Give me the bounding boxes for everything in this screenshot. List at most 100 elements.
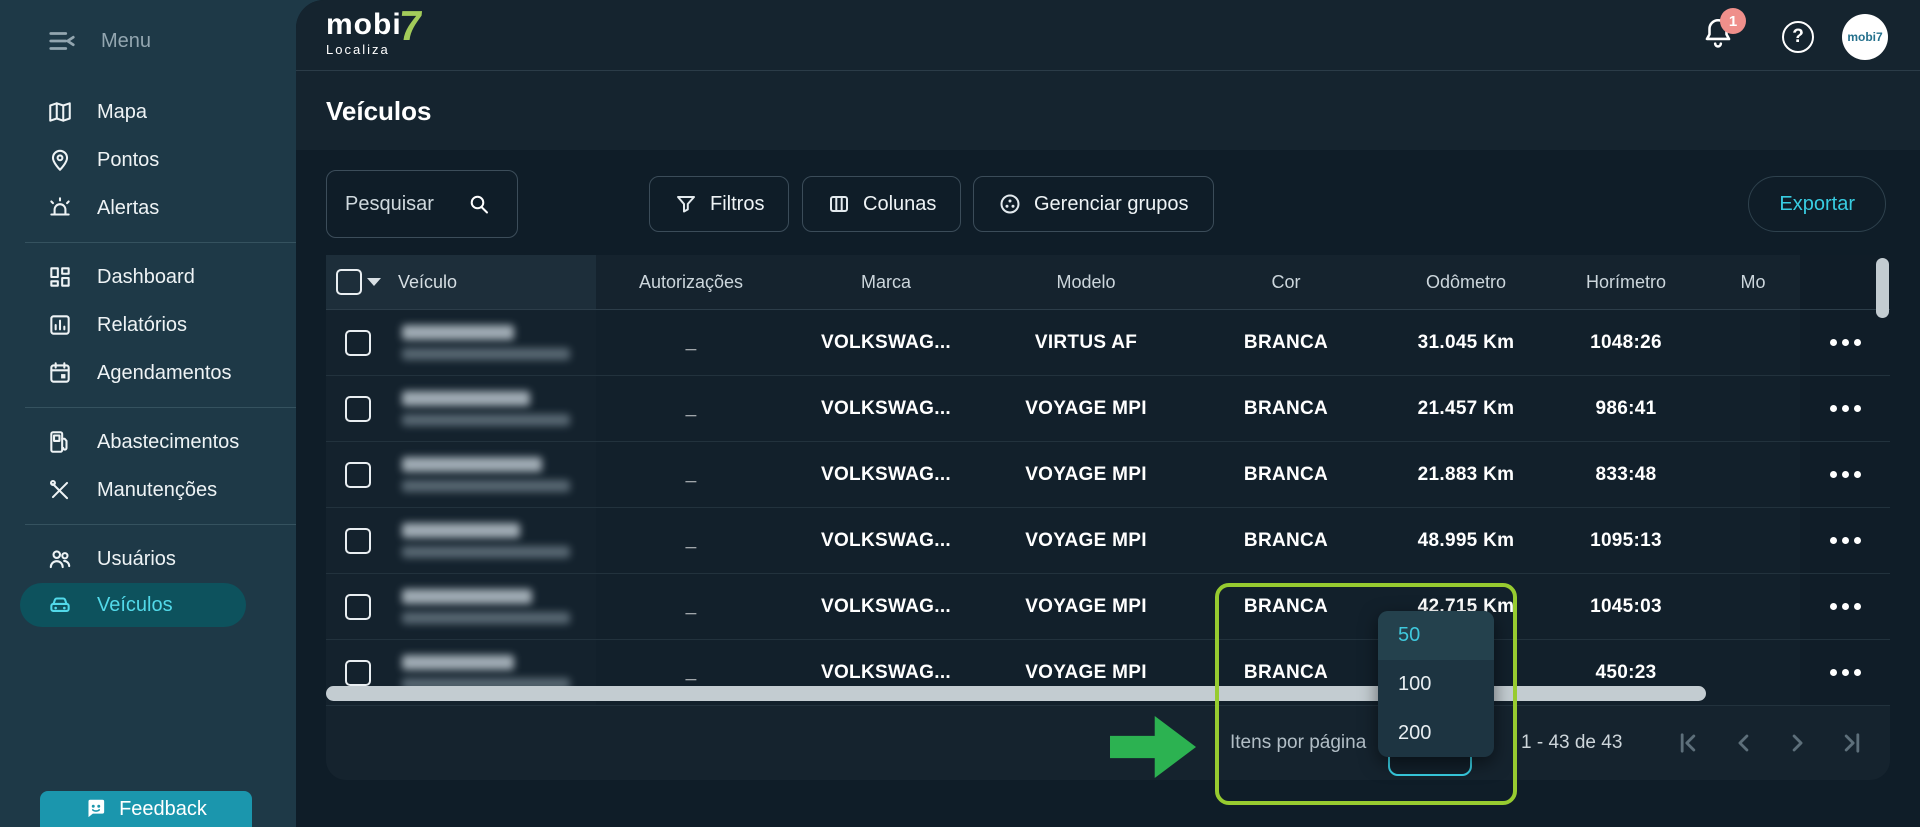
hourmeter-cell: 450:23 [1595, 661, 1657, 683]
hourmeter-cell: 1095:13 [1590, 529, 1662, 551]
column-header-truncated[interactable]: Mo [1740, 271, 1766, 292]
actions-cell [1800, 574, 1890, 639]
last-page-button[interactable] [1838, 729, 1866, 757]
horizontal-scrollbar[interactable] [326, 686, 1706, 701]
row-checkbox[interactable] [345, 329, 371, 356]
vehicle-cell[interactable] [390, 574, 596, 639]
table-footer: Itens por página 1 - 43 de 43 [326, 706, 1890, 780]
export-button[interactable]: Exportar [1748, 176, 1886, 232]
color-cell: BRANCA [1243, 331, 1329, 353]
feedback-button[interactable]: Feedback [40, 791, 252, 827]
items-per-page-option-100[interactable]: 100 [1398, 673, 1432, 695]
table-row: _ VOLKSWAG... VOYAGE MPI BRANCA 42.715 Km 104… [326, 574, 1890, 640]
model-cell: VOYAGE MPI [1025, 463, 1147, 485]
sidebar-item-pontos[interactable]: Pontos [0, 136, 296, 184]
logo-text: mobi [326, 8, 402, 41]
authorizations-cell: _ [685, 661, 697, 683]
row-checkbox[interactable] [345, 395, 371, 422]
sidebar-item-manutencoes[interactable]: Manutenções [0, 466, 296, 514]
vertical-scrollbar[interactable] [1876, 258, 1889, 318]
hourmeter-cell: 1045:03 [1590, 595, 1662, 617]
hourmeter-cell: 986:41 [1595, 397, 1657, 419]
user-avatar[interactable]: mobi7 [1842, 14, 1888, 60]
car-icon [47, 592, 73, 618]
sidebar-item-label: Dashboard [97, 265, 195, 288]
row-checkbox-cell [326, 310, 390, 375]
column-header-brand[interactable]: Marca [860, 271, 911, 292]
sidebar-item-dashboard[interactable]: Dashboard [0, 253, 296, 301]
model-cell: VOYAGE MPI [1025, 397, 1147, 419]
row-actions-button[interactable] [1829, 471, 1861, 478]
chevron-left-icon [1738, 734, 1749, 752]
row-actions-button[interactable] [1829, 537, 1861, 544]
items-per-page-option-200[interactable]: 200 [1398, 722, 1432, 744]
smiley-icon [85, 798, 107, 820]
actions-cell [1800, 376, 1890, 441]
column-header-vehicle[interactable]: Veículo [390, 255, 596, 309]
manage-groups-button[interactable]: Gerenciar grupos [973, 176, 1214, 232]
table-header-row: Veículo Autorizações Marca Modelo Cor Od… [326, 255, 1890, 310]
row-actions-button[interactable] [1829, 603, 1861, 610]
alert-icon [47, 195, 73, 221]
color-cell: BRANCA [1243, 463, 1329, 485]
sidebar-item-abastecimentos[interactable]: Abastecimentos [0, 418, 296, 466]
color-cell: BRANCA [1243, 661, 1329, 683]
authorizations-cell: _ [685, 529, 697, 551]
sidebar-item-relatorios[interactable]: Relatórios [0, 301, 296, 349]
row-checkbox[interactable] [345, 593, 371, 620]
column-header-hourmeter[interactable]: Horímetro [1585, 271, 1666, 292]
sidebar-item-alertas[interactable]: Alertas [0, 184, 296, 232]
first-page-button[interactable] [1674, 729, 1702, 757]
report-icon [47, 312, 73, 338]
items-per-page-dropdown: 50 100 200 [1378, 611, 1494, 757]
menu-toggle[interactable]: Menu [0, 0, 296, 60]
notifications-button[interactable]: 1 [1701, 8, 1746, 56]
row-actions-button[interactable] [1829, 405, 1861, 412]
sidebar-item-agendamentos[interactable]: Agendamentos [0, 349, 296, 397]
row-checkbox[interactable] [345, 527, 371, 554]
columns-icon [827, 192, 851, 216]
row-checkbox-cell [326, 574, 390, 639]
sidebar-divider [25, 407, 296, 408]
help-button[interactable]: ? [1782, 21, 1814, 53]
vehicle-cell[interactable] [390, 508, 596, 573]
main-content: mobi7 Localiza 1 ? mobi7 Veículos Filtro… [296, 0, 1920, 827]
avatar-label: mobi7 [1847, 30, 1883, 44]
sidebar: Menu Mapa Pontos Alertas Dashboard Relatório… [0, 0, 296, 827]
vehicle-cell[interactable] [390, 442, 596, 507]
chevron-down-icon[interactable] [366, 278, 381, 286]
sidebar-item-veiculos[interactable]: Veículos [20, 583, 246, 627]
sidebar-item-label: Usuários [97, 547, 176, 570]
items-per-page-option-50[interactable]: 50 [1378, 611, 1494, 660]
next-page-button[interactable] [1783, 729, 1811, 757]
row-actions-button[interactable] [1829, 339, 1861, 346]
row-checkbox[interactable] [345, 659, 371, 686]
vehicle-blurred-text [390, 655, 570, 690]
row-checkbox[interactable] [345, 461, 371, 488]
logo-seven: 7 [396, 2, 425, 49]
sidebar-item-mapa[interactable]: Mapa [0, 88, 296, 136]
notification-badge: 1 [1720, 8, 1746, 34]
authorizations-cell: _ [685, 331, 697, 353]
row-actions-button[interactable] [1829, 669, 1861, 676]
brand-cell: VOLKSWAG... [821, 661, 951, 683]
model-cell: VIRTUS AF [1034, 331, 1138, 353]
column-header-color[interactable]: Cor [1271, 271, 1301, 292]
filters-button[interactable]: Filtros [649, 176, 790, 232]
table-row: _ VOLKSWAG... VOYAGE MPI BRANCA 48.995 Km 109… [326, 508, 1890, 574]
previous-page-button[interactable] [1730, 729, 1758, 757]
search-input[interactable] [327, 192, 467, 216]
export-label: Exportar [1779, 192, 1855, 215]
columns-button[interactable]: Colunas [802, 176, 962, 232]
column-header-authorizations[interactable]: Autorizações [638, 271, 744, 292]
search-icon[interactable] [467, 192, 491, 216]
vehicle-cell[interactable] [390, 376, 596, 441]
odometer-cell: 21.883 Km [1417, 463, 1515, 485]
column-header-odometer[interactable]: Odômetro [1425, 271, 1507, 292]
column-header-model[interactable]: Modelo [1056, 271, 1116, 292]
odometer-cell: 48.995 Km [1417, 529, 1515, 551]
vehicle-cell[interactable] [390, 310, 596, 375]
sidebar-item-usuarios[interactable]: Usuários [0, 535, 296, 583]
select-all-checkbox[interactable] [335, 269, 362, 295]
dashboard-icon [47, 264, 73, 290]
